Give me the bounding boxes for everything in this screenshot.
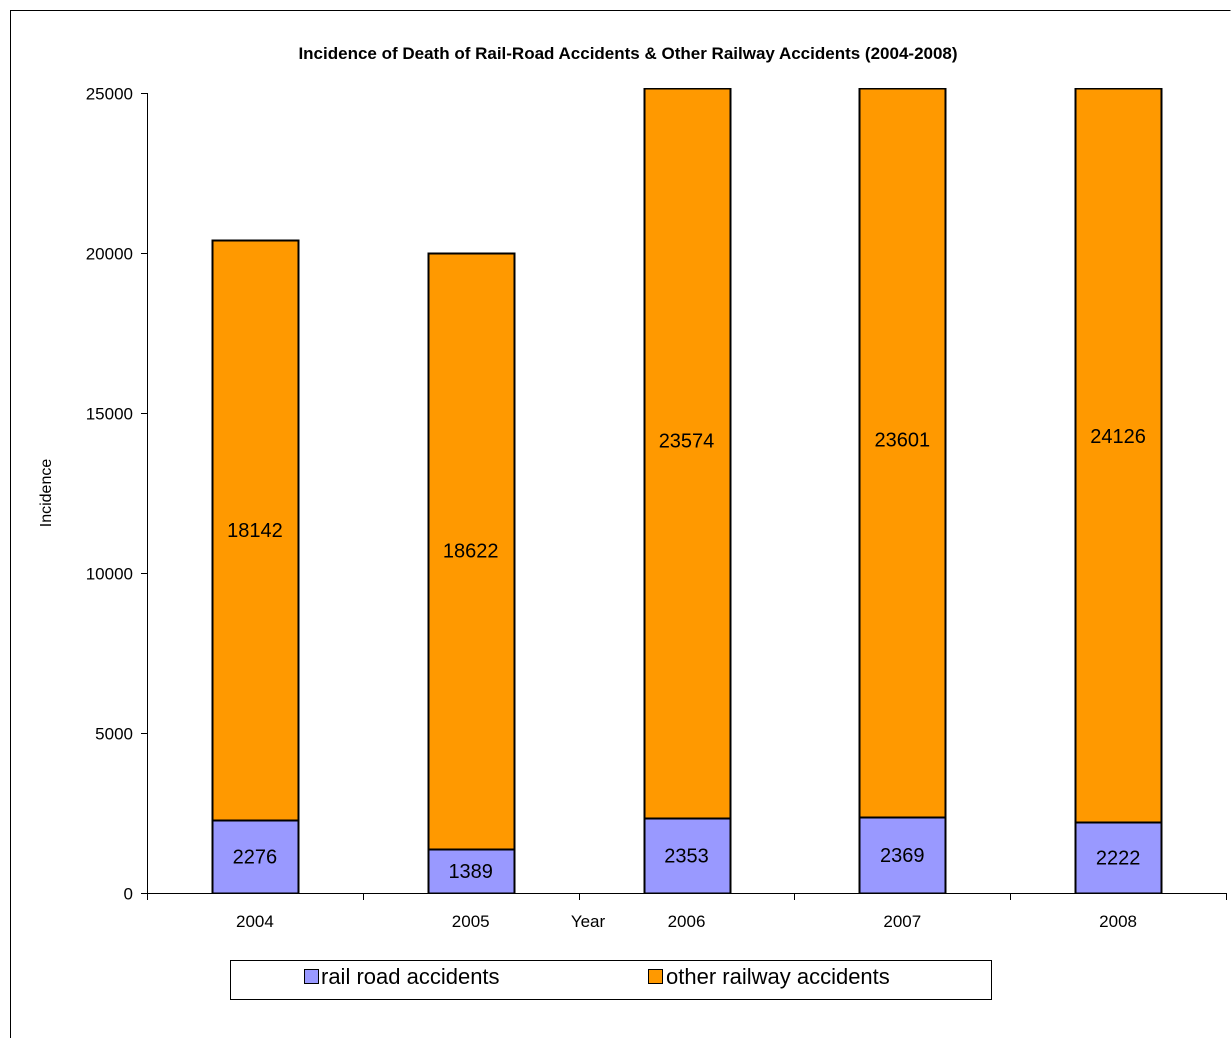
bar-segment-other-railway [211, 239, 300, 822]
legend-swatch-other-railway [648, 969, 663, 984]
x-tick-label: 2006 [668, 912, 706, 931]
bar-segment-other-railway [643, 88, 732, 820]
x-tick-label: 2008 [1099, 912, 1137, 931]
bar-segment-other-railway [858, 88, 947, 819]
x-axis-label: Year [571, 912, 606, 931]
y-tick-label: 0 [124, 885, 133, 904]
data-label: 2369 [880, 845, 925, 867]
x-tick-label: 2005 [452, 912, 490, 931]
legend-frame [230, 960, 992, 1000]
legend-label-rail-road: rail road accidents [321, 964, 500, 989]
bars-layer [211, 88, 1163, 893]
data-label: 2353 [664, 845, 709, 867]
legend: rail road accidents other railway accide… [230, 960, 992, 1000]
y-tick-label: 10000 [86, 565, 133, 584]
bar-segment-other-railway [1074, 88, 1163, 824]
data-label: 1389 [448, 861, 493, 883]
legend-label-other-railway: other railway accidents [666, 964, 890, 989]
y-tick-label: 20000 [86, 245, 133, 264]
ticks-layer: 0 5000 10000 15000 20000 25000 [86, 85, 1227, 904]
data-label: 24126 [1090, 426, 1146, 448]
data-label: 23601 [874, 430, 930, 452]
data-label: 2222 [1096, 847, 1141, 869]
y-axis-label: Incidence [38, 459, 55, 528]
bar-segment-rail-road [643, 817, 732, 893]
chart-frame [10, 10, 1231, 1038]
legend-swatch-rail-road [304, 969, 319, 984]
data-label: 18622 [443, 541, 499, 563]
y-tick-label: 15000 [86, 405, 133, 424]
x-tick-label: 2004 [236, 912, 274, 931]
data-labels-layer: 2004 2276 18142 2005 1389 18622 2006 2353 23574 2… [227, 426, 1146, 931]
chart-title: Incidence of Death of Rail-Road Accident… [298, 44, 957, 63]
bar-segment-other-railway [427, 252, 516, 851]
data-label: 23574 [659, 431, 715, 453]
x-tick-label: 2007 [883, 912, 921, 931]
y-tick-label: 25000 [86, 85, 133, 104]
data-label: 18142 [227, 520, 283, 542]
data-label: 2276 [233, 847, 278, 869]
bar-segment-rail-road [1074, 821, 1163, 893]
bar-segment-rail-road [427, 848, 516, 893]
y-tick-label: 5000 [95, 725, 133, 744]
